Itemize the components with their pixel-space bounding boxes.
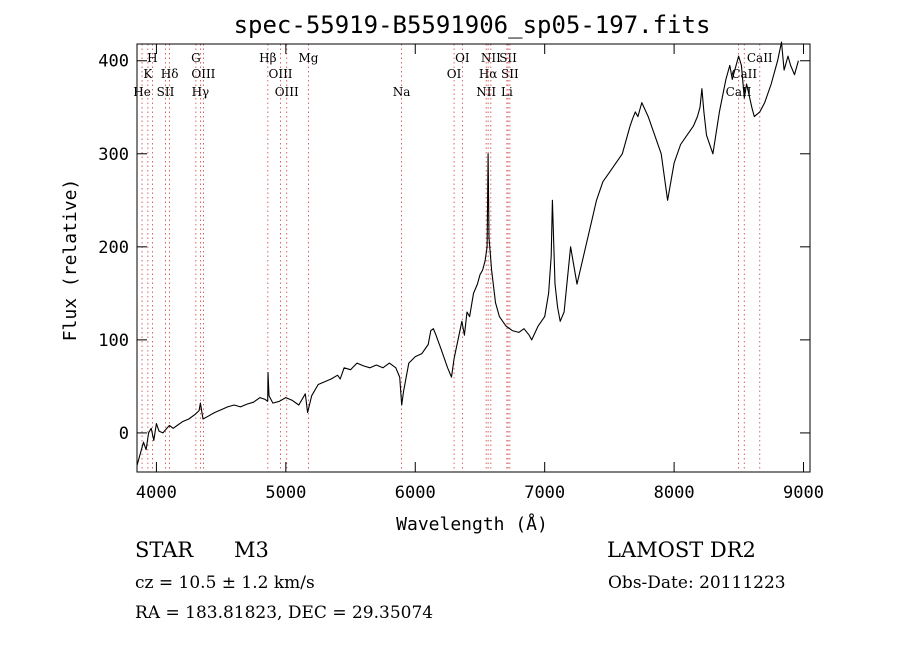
redshift-text: cz = 10.5 ± 1.2 km/s <box>135 573 315 593</box>
line-markers: HKHeHδSIIGOIIIHγHβOIIIOIIIMgNaOIOINIISII… <box>133 44 773 472</box>
x-tick-label: 7000 <box>524 483 565 503</box>
line-marker-label: NII <box>481 51 501 65</box>
line-marker-label: Li <box>501 85 513 99</box>
plot-frame <box>136 43 811 473</box>
line-marker-label: OI <box>455 51 470 65</box>
line-marker-label: H <box>147 51 157 65</box>
y-tick-label: 200 <box>98 238 129 258</box>
x-axis-label: Wavelength (Å) <box>396 513 548 535</box>
y-tick-label: 400 <box>98 52 129 72</box>
object-class: STAR <box>135 538 194 562</box>
line-marker-label: Hα <box>479 67 498 81</box>
y-axis-label: Flux (relative) <box>60 179 81 342</box>
line-marker-label: NII <box>476 85 496 99</box>
line-marker-label: Mg <box>299 51 319 65</box>
line-marker-label: CaII <box>731 67 757 81</box>
coordinates-text: RA = 183.81823, DEC = 29.35074 <box>135 603 434 623</box>
plot-axes: 4000 5000 6000 7000 8000 9000 0 100 200 300 400 <box>98 43 824 503</box>
line-marker-label: SII <box>499 51 517 65</box>
line-marker-label: Hγ <box>192 85 210 99</box>
line-marker-label: OI <box>447 67 462 81</box>
line-marker-label: CaII <box>747 51 773 65</box>
line-marker-label: OIII <box>275 85 299 99</box>
spectrum-line <box>136 41 799 466</box>
survey-name: LAMOST DR2 <box>607 538 756 562</box>
line-marker-label: He <box>133 85 151 99</box>
x-tick-label: 6000 <box>395 483 436 503</box>
line-marker-label: OIII <box>191 67 215 81</box>
chart-title: spec-55919-B5591906_sp05-197.fits <box>234 11 711 39</box>
y-tick-label: 0 <box>119 424 129 444</box>
line-marker-label: SII <box>157 85 175 99</box>
x-tick-label: 8000 <box>654 483 695 503</box>
object-subclass: M3 <box>234 538 269 562</box>
x-tick-label: 4000 <box>136 483 177 503</box>
y-tick-label: 300 <box>98 145 129 165</box>
line-marker-label: Hβ <box>259 51 276 65</box>
line-marker-label: K <box>143 67 153 81</box>
x-tick-label: 9000 <box>783 483 824 503</box>
obs-date-text: Obs-Date: 20111223 <box>608 573 786 593</box>
line-marker-label: Na <box>393 85 411 99</box>
line-marker-label: SII <box>501 67 519 81</box>
x-tick-label: 5000 <box>265 483 306 503</box>
line-marker-label: G <box>191 51 201 65</box>
line-marker-label: OIII <box>268 67 292 81</box>
line-marker-label: Hδ <box>161 67 179 81</box>
y-tick-label: 100 <box>98 331 129 351</box>
